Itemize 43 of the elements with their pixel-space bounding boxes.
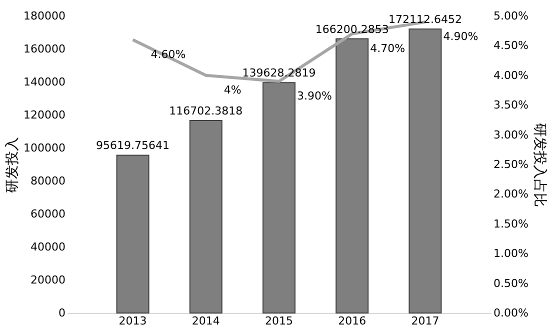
- data-label: 116702.3818: [169, 104, 243, 118]
- y-tick-label: 80000: [30, 174, 66, 188]
- data-label: 95619.75641: [96, 139, 170, 152]
- data-label: 3.90%: [297, 89, 332, 102]
- y-tick-label: 60000: [30, 208, 66, 220]
- y-tick-label: 120000: [24, 108, 66, 122]
- y-tick-label: 160000: [24, 42, 66, 56]
- y2-tick-label: 2.00%: [494, 188, 528, 201]
- y2-tick-label: 0.50%: [494, 276, 528, 290]
- x-tick-label: 2015: [265, 314, 293, 328]
- y-tick-label: 40000: [30, 240, 66, 254]
- y2-tick-label: 4.00%: [494, 68, 528, 82]
- y-axis-title: 研发投入: [4, 137, 21, 193]
- y-tick-label: 140000: [24, 76, 66, 88]
- x-tick-label: 2014: [192, 314, 220, 328]
- y2-tick-label: 2.50%: [494, 158, 528, 171]
- y2-tick-label: 0.00%: [494, 306, 528, 320]
- y2-tick-label: 3.50%: [494, 98, 528, 112]
- data-label: 172112.6452: [388, 13, 462, 26]
- data-label: 4.60%: [150, 48, 186, 61]
- bar: [262, 82, 296, 314]
- y2-axis-title: 研发投入占比: [531, 123, 548, 207]
- data-label: 166200.2853: [315, 22, 389, 36]
- bar: [336, 38, 369, 314]
- bar: [189, 120, 222, 314]
- data-label: 4%: [224, 83, 242, 96]
- data-label: 4.90%: [443, 30, 478, 43]
- bar: [116, 154, 150, 314]
- x-tick-label: 2013: [118, 314, 147, 328]
- x-tick-label: 2016: [338, 314, 366, 328]
- y-tick-label: 100000: [24, 142, 66, 154]
- data-label: 139628.2819: [242, 66, 316, 80]
- data-label: 4.70%: [370, 42, 406, 55]
- y-tick-label: 20000: [30, 274, 66, 286]
- y2-tick-label: 3.00%: [494, 128, 528, 142]
- y2-tick-label: 5.00%: [494, 10, 528, 22]
- y-tick-label: 0: [58, 306, 66, 320]
- y2-tick-label: 1.50%: [494, 217, 528, 230]
- y2-tick-label: 1.00%: [494, 247, 528, 260]
- y-tick-label: 180000: [24, 10, 66, 22]
- x-tick-label: 2017: [411, 314, 440, 328]
- y2-tick-label: 4.50%: [494, 39, 528, 52]
- bar: [408, 28, 442, 314]
